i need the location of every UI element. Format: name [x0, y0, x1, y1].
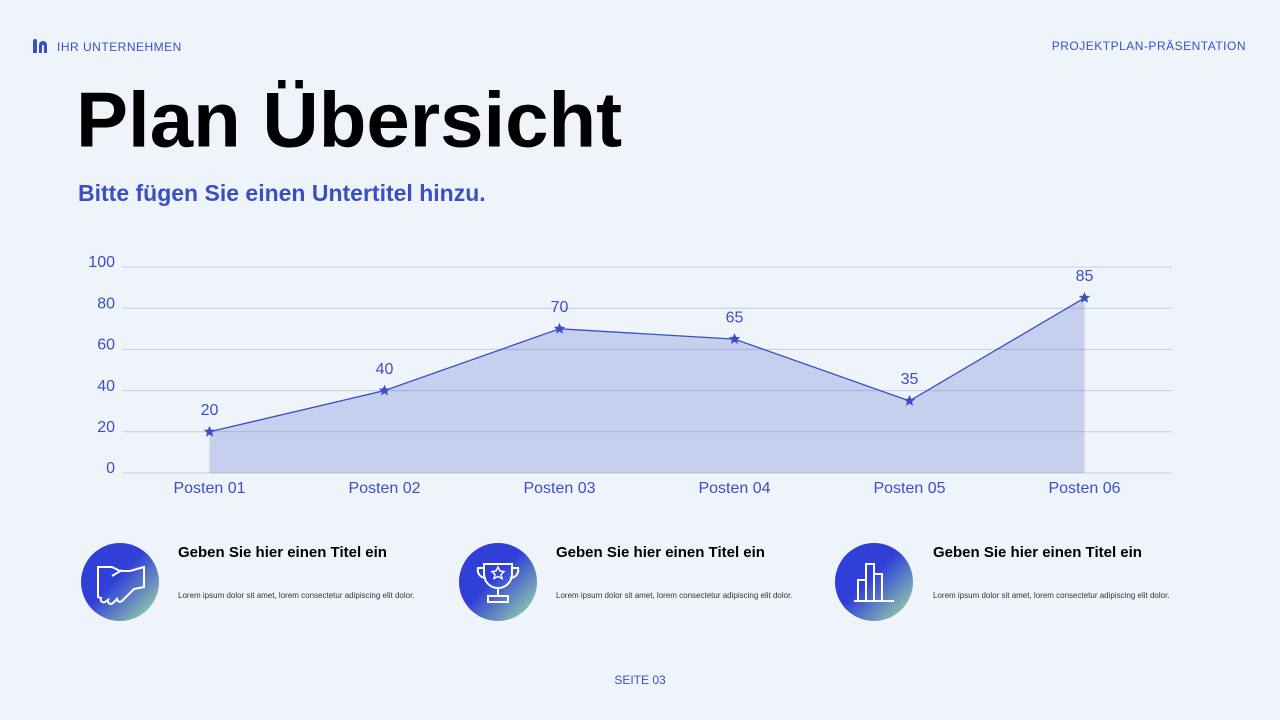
- logo: [33, 39, 47, 53]
- chart: 0 20 40 60 80 100 Posten 01 Posten 02 Posten 03 P…: [88, 254, 1172, 497]
- line: [209, 297, 1085, 433]
- value-label: 40: [376, 361, 394, 378]
- title: Plan Übersicht: [76, 76, 622, 164]
- feature-text: Lorem ipsum dolor sit amet, lorem consec…: [933, 591, 1170, 600]
- value-label: 35: [901, 371, 919, 388]
- area: [209, 297, 1085, 473]
- y-tick-label: 100: [88, 254, 115, 271]
- feature-icon: [835, 543, 913, 621]
- brand: IHR UNTERNEHMEN: [57, 40, 182, 54]
- value-label: 85: [1076, 268, 1094, 285]
- value-label: 70: [551, 299, 569, 316]
- y-tick-label: 60: [97, 337, 115, 354]
- value-label: 20: [201, 402, 219, 419]
- x-tick-label: Posten 04: [698, 480, 770, 497]
- marker: [378, 384, 391, 396]
- y-tick-label: 0: [106, 460, 115, 477]
- feature-title: Geben Sie hier einen Titel ein: [178, 544, 387, 561]
- feature-title: Geben Sie hier einen Titel ein: [556, 544, 765, 561]
- feature-title: Geben Sie hier einen Titel ein: [933, 544, 1142, 561]
- marker: [203, 425, 216, 437]
- x-tick-label: Posten 05: [873, 480, 945, 497]
- feature-icon: [459, 543, 537, 621]
- feature-icon: [81, 543, 159, 621]
- y-tick-label: 40: [97, 378, 115, 395]
- page-number: SEITE 03: [614, 673, 666, 687]
- marker: [728, 333, 741, 344]
- x-tick-label: Posten 06: [1048, 480, 1120, 497]
- marker: [903, 394, 916, 406]
- deck-title: PROJEKTPLAN-PRÄSENTATION: [1052, 39, 1246, 53]
- marker: [553, 322, 566, 334]
- feature-text: Lorem ipsum dolor sit amet, lorem consec…: [178, 591, 415, 600]
- x-tick-label: Posten 01: [173, 480, 245, 497]
- feature-text: Lorem ipsum dolor sit amet, lorem consec…: [556, 591, 793, 600]
- x-tick-label: Posten 02: [348, 480, 420, 497]
- marker: [1078, 291, 1091, 303]
- y-tick-label: 80: [97, 295, 115, 312]
- subtitle: Bitte fügen Sie einen Untertitel hinzu.: [78, 180, 486, 206]
- y-tick-label: 20: [97, 419, 115, 436]
- value-label: 65: [726, 309, 744, 326]
- x-tick-label: Posten 03: [523, 480, 595, 497]
